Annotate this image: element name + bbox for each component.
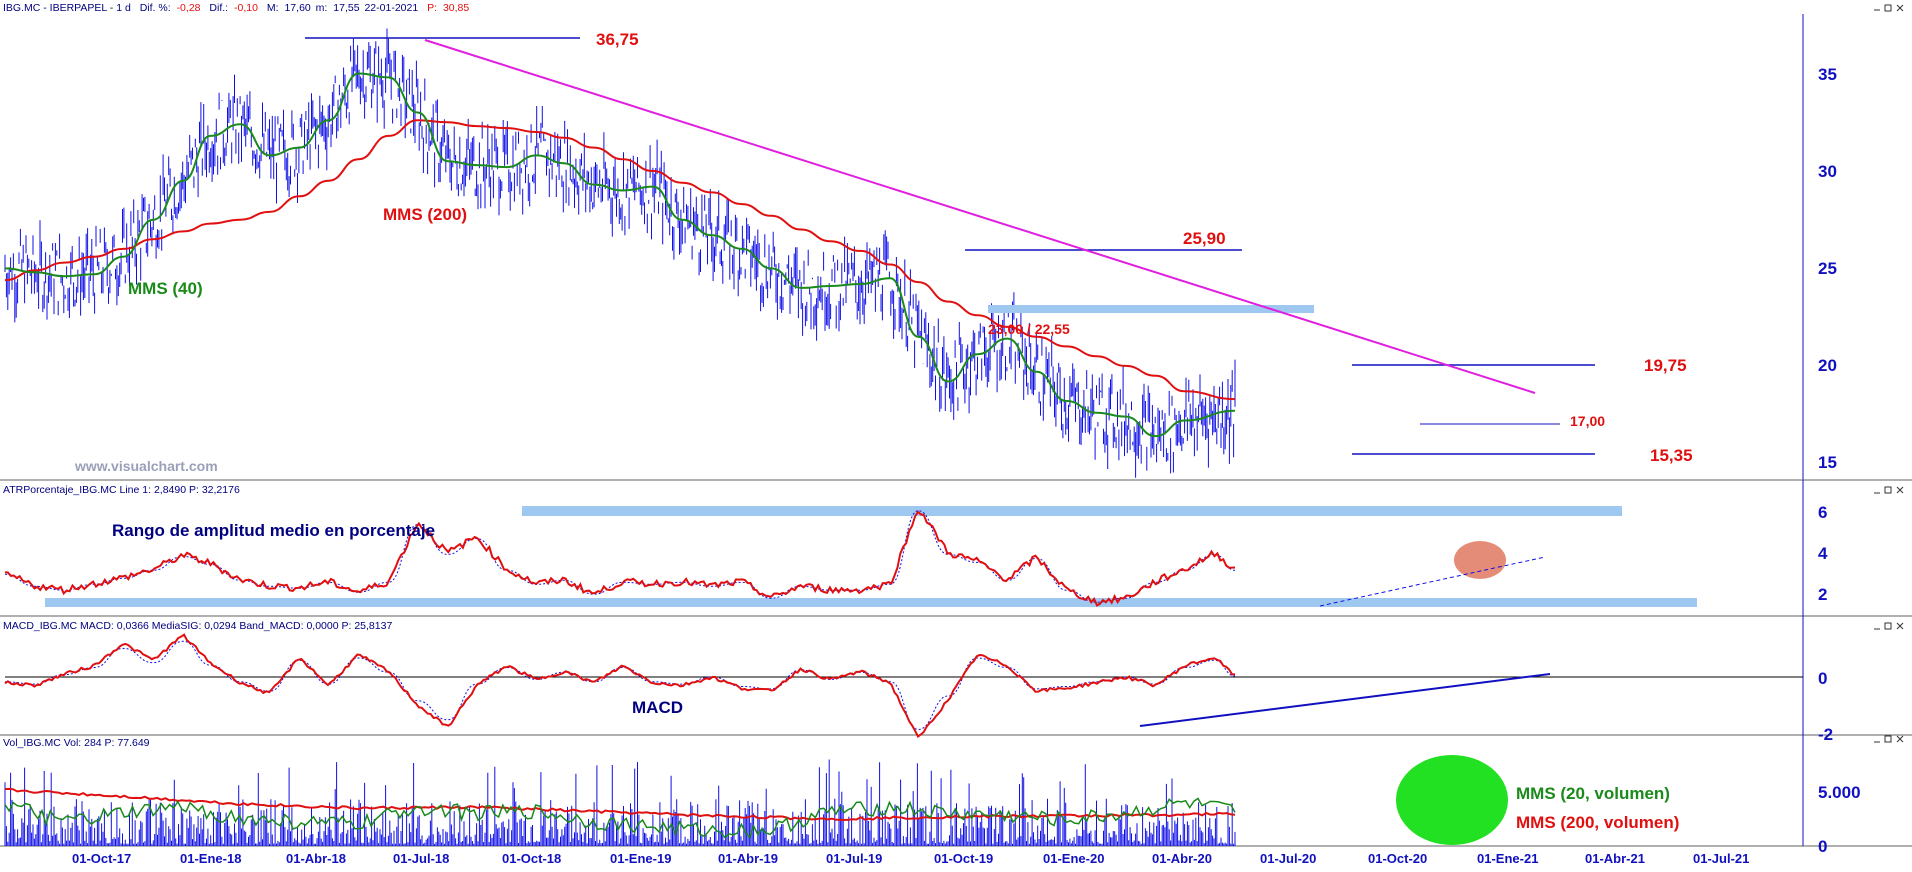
maximize-icon[interactable]: [1884, 622, 1892, 630]
y-tick-20: 20: [1818, 356, 1837, 375]
mms200-line: [4, 119, 1236, 401]
level-labels: 36,75 25,90 23,00 / 22,55 19,75 17,00 15…: [596, 30, 1693, 465]
vol-label-mms20: MMS (20, volumen): [1516, 784, 1670, 803]
atr-highlight-circle: [1454, 541, 1506, 579]
macd-line: [4, 633, 1236, 738]
price-header: IBG.MC - IBERPAPEL - 1 d Dif. %: -0,28 D…: [3, 2, 469, 14]
label-mms200: MMS (200): [383, 205, 467, 224]
x-tick-label: 01-Oct-19: [934, 851, 993, 866]
macd-header: MACD_IBG.MC MACD: 0,0366 MediaSIG: 0,029…: [3, 620, 392, 632]
watermark: www.visualchart.com: [74, 458, 218, 474]
vol-mms20-line: [4, 797, 1236, 839]
x-tick-label: 01-Abr-18: [286, 851, 346, 866]
header-dif-pct-label: Dif. %:: [140, 2, 171, 14]
atr-trendline: [1319, 556, 1546, 607]
atr-y-tick-6: 6: [1818, 503, 1827, 522]
y-tick-35: 35: [1818, 65, 1837, 84]
price-panel: [0, 14, 1803, 480]
header-m-label: M:: [267, 2, 279, 14]
x-tick-label: 01-Jul-21: [1693, 851, 1749, 866]
header-dif-label: Dif.:: [209, 2, 228, 14]
support-band-23: [988, 305, 1314, 313]
label-17-00: 17,00: [1570, 413, 1605, 429]
label-19-75: 19,75: [1644, 356, 1687, 375]
header-dif-pct: -0,28: [177, 2, 201, 14]
macd-y-tick-neg2: -2: [1818, 725, 1833, 744]
close-icon[interactable]: [1896, 4, 1904, 12]
atr-y-tick-4: 4: [1818, 544, 1828, 563]
y-tick-25: 25: [1818, 259, 1837, 278]
header-m2: 17,55: [333, 2, 359, 14]
header-p: 30,85: [443, 2, 469, 14]
vol-y-tick-0: 0: [1818, 837, 1827, 856]
x-tick-label: 01-Abr-19: [718, 851, 778, 866]
vol-y-ticks: 5.000 0: [1818, 783, 1861, 856]
maximize-icon[interactable]: [1884, 4, 1892, 12]
price-bars: [4, 28, 1236, 478]
vol-header: Vol_IBG.MC Vol: 284 P: 77.649: [3, 737, 150, 749]
y-tick-15: 15: [1818, 453, 1837, 472]
atr-y-tick-2: 2: [1818, 585, 1827, 604]
macd-signal-line: [4, 640, 1236, 730]
atr-label: Rango de amplitud medio en porcentaje: [112, 521, 435, 540]
downtrend-line: [424, 39, 1536, 394]
close-icon[interactable]: [1896, 622, 1904, 630]
vol-mms200-line: [4, 787, 1236, 822]
maximize-icon[interactable]: [1884, 735, 1892, 743]
x-tick-label: 01-Abr-21: [1585, 851, 1645, 866]
macd-window-controls[interactable]: [1874, 622, 1904, 630]
x-tick-label: 01-Ene-19: [610, 851, 671, 866]
x-tick-label: 01-Jul-20: [1260, 851, 1316, 866]
atr-line: [4, 510, 1236, 607]
vol-label-mms200: MMS (200, volumen): [1516, 813, 1679, 832]
atr-header: ATRPorcentaje_IBG.MC Line 1: 2,8490 P: 3…: [3, 484, 240, 496]
macd-y-tick-0: 0: [1818, 669, 1827, 688]
header-symbol: IBG.MC - IBERPAPEL - 1 d: [3, 2, 131, 14]
atr-window-controls[interactable]: [1874, 486, 1904, 494]
label-23-00-22-55: 23,00 / 22,55: [988, 321, 1070, 337]
x-tick-label: 01-Ene-20: [1043, 851, 1104, 866]
price-window-controls[interactable]: [1874, 4, 1904, 12]
header-m: 17,60: [284, 2, 310, 14]
mms40-line: [4, 72, 1236, 438]
atr-band-top: [522, 506, 1622, 516]
y-tick-30: 30: [1818, 162, 1837, 181]
x-tick-label: 01-Oct-18: [502, 851, 561, 866]
maximize-icon[interactable]: [1884, 486, 1892, 494]
label-15-35: 15,35: [1650, 446, 1693, 465]
atr-band-bottom: [45, 598, 1697, 607]
x-tick-label: 01-Oct-20: [1368, 851, 1427, 866]
x-tick-label: 01-Oct-17: [72, 851, 131, 866]
vol-window-controls[interactable]: [1874, 735, 1904, 743]
header-dif: -0,10: [234, 2, 258, 14]
atr-y-ticks: 2 4 6: [1818, 503, 1828, 604]
x-tick-label: 01-Jul-18: [393, 851, 449, 866]
macd-trendline: [1139, 673, 1551, 727]
x-tick-label: 01-Abr-20: [1152, 851, 1212, 866]
label-36-75: 36,75: [596, 30, 639, 49]
vol-y-tick-5000: 5.000: [1818, 783, 1861, 802]
macd-label: MACD: [632, 698, 683, 717]
x-tick-label: 01-Jul-19: [826, 851, 882, 866]
header-m2-label: m:: [316, 2, 328, 14]
close-icon[interactable]: [1896, 486, 1904, 494]
macd-y-ticks: 0 -2: [1818, 669, 1833, 744]
x-tick-label: 01-Ene-21: [1477, 851, 1538, 866]
label-mms40: MMS (40): [128, 279, 203, 298]
header-date: 22-01-2021: [364, 2, 418, 14]
vol-highlight-blob: [1396, 755, 1508, 845]
label-25-90: 25,90: [1183, 229, 1226, 248]
x-tick-label: 01-Ene-18: [180, 851, 241, 866]
price-y-ticks: 15 20 25 30 35: [1818, 65, 1837, 472]
close-icon[interactable]: [1896, 735, 1904, 743]
header-p-label: P:: [427, 2, 437, 14]
vol-bars: [4, 759, 1236, 846]
x-axis: 01-Oct-17 01-Ene-18 01-Abr-18 01-Jul-18 …: [72, 851, 1749, 866]
